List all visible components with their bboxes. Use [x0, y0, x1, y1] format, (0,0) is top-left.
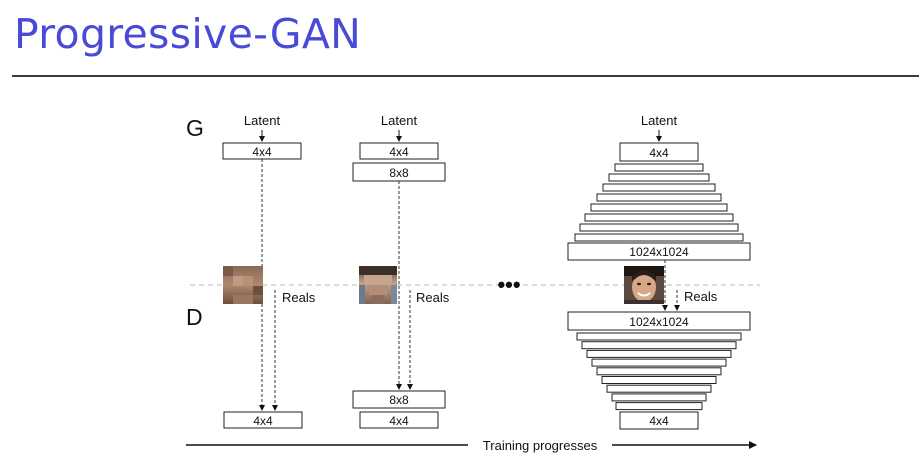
stage-3-generator-block-4x4 [619, 142, 699, 162]
stage-3-real-face-1024 [624, 266, 664, 304]
stage-2-latent-label: Latent [381, 113, 418, 128]
stage-3-generator-block-label-top: 4x4 [649, 146, 669, 160]
discriminator-layer [581, 341, 737, 350]
stage-3-discriminator-block-label-bottom: 4x4 [649, 414, 669, 428]
generator-layer [614, 163, 704, 172]
generator-layer [579, 223, 739, 232]
stage-2-real-face-8x8 [359, 266, 397, 304]
discriminator-label: D [186, 304, 203, 330]
stage-3-generator-block-1024 [567, 242, 751, 261]
discriminator-layer [611, 393, 707, 402]
slide-title: Progressive-GAN [14, 10, 362, 58]
generator-label: G [186, 115, 204, 141]
stage-2-generator-block-label-1: 4x4 [389, 145, 409, 159]
stage-3-latent-label: Latent [641, 113, 678, 128]
stage-3-generator-block-label-bottom: 1024x1024 [629, 245, 689, 259]
discriminator-layer [615, 402, 703, 411]
stage-3-discriminator-stack [576, 332, 742, 411]
stage-ellipsis: ••• [497, 272, 520, 297]
stage-3-discriminator-block-4x4 [619, 411, 699, 430]
generator-layer [596, 193, 722, 202]
stage-2-discriminator-block-4x4 [359, 411, 439, 429]
generator-layer [602, 183, 716, 192]
stage-2: Latent 4x4 8x8 Reals 8x8 4x4 [352, 113, 450, 429]
stage-3-reals-label: Reals [684, 289, 718, 304]
stage-2-discriminator-block-label-2: 4x4 [389, 414, 409, 428]
title-divider [12, 75, 919, 77]
stage-2-discriminator-block-label-1: 8x8 [389, 393, 409, 407]
stage-1-generator-block-label: 4x4 [252, 145, 272, 159]
discriminator-layer [601, 376, 717, 384]
training-progress-label: Training progresses [483, 438, 598, 453]
stage-2-discriminator-block-8x8 [352, 390, 446, 409]
generator-layer [574, 233, 744, 242]
generator-layer [590, 203, 728, 212]
stage-1-reals-label: Reals [282, 290, 316, 305]
stage-3-generator-stack [574, 163, 744, 242]
stage-2-generator-block-label-2: 8x8 [389, 166, 409, 180]
stage-1: Latent 4x4 Reals 4x4 [222, 113, 316, 429]
stage-3: Latent 4x4 1024x1024 Reals 1024x1024 4x4 [567, 113, 751, 430]
stage-3-discriminator-block-label-top: 1024x1024 [629, 315, 689, 329]
discriminator-layer [586, 349, 732, 358]
discriminator-layer [596, 367, 722, 376]
stage-2-reals-label: Reals [416, 290, 450, 305]
stage-2-generator-block-4x4 [359, 142, 439, 160]
discriminator-layer [576, 332, 742, 341]
stage-1-discriminator-block-label: 4x4 [253, 414, 273, 428]
stage-3-discriminator-block-1024 [567, 311, 751, 331]
stage-1-latent-label: Latent [244, 113, 281, 128]
discriminator-layer [606, 384, 712, 393]
stage-1-real-face-4x4 [223, 266, 263, 304]
discriminator-layer [591, 358, 727, 367]
stage-1-discriminator-block-4x4 [223, 411, 303, 429]
generator-layer [608, 173, 710, 182]
generator-layer [584, 213, 734, 222]
